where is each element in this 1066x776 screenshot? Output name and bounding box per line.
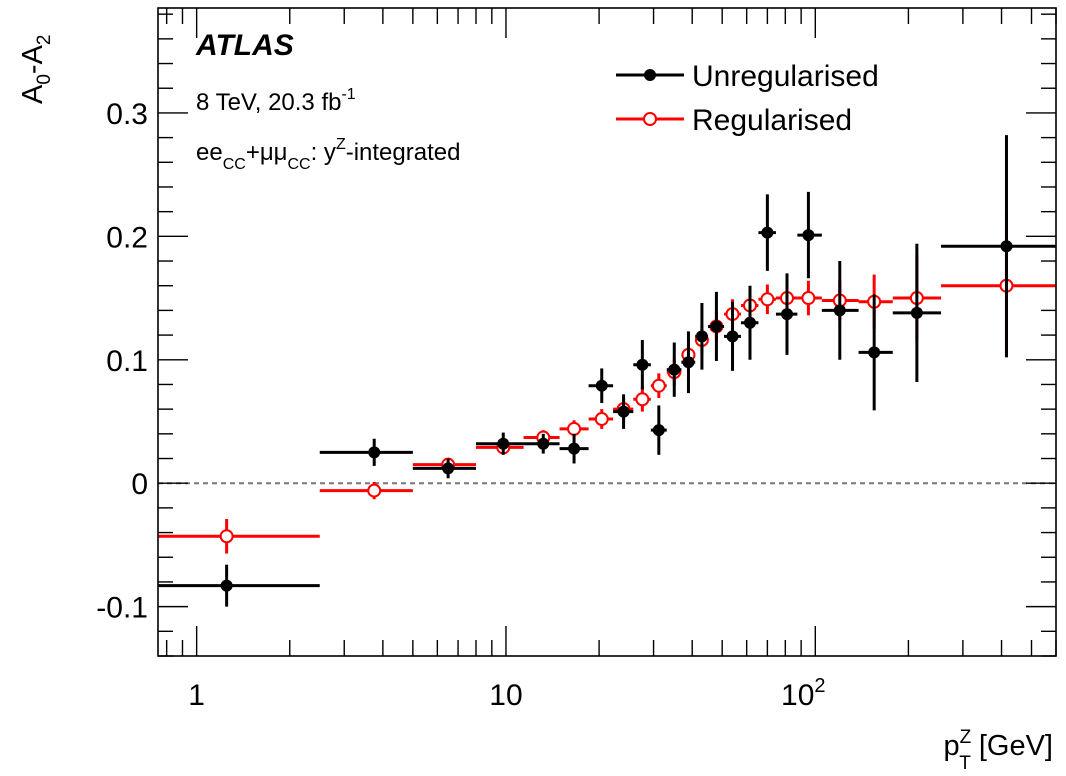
data-point-unregularised (695, 330, 708, 343)
data-point-unregularised (636, 358, 649, 371)
legend-label-unregularised: Unregularised (692, 60, 879, 93)
x-tick-label-exponent: 2 (814, 675, 825, 697)
legend-entry-regularised: Regularised (616, 104, 852, 137)
data-point-regularised (801, 291, 816, 306)
data-point-unregularised (802, 229, 815, 242)
data-point-unregularised (595, 379, 608, 392)
legend-marker-unregularised (644, 69, 656, 81)
data-point-regularised (594, 412, 609, 427)
data-point-regularised (635, 392, 650, 407)
data-point-regularised (651, 378, 666, 393)
x-tick-label: 102 (781, 675, 826, 712)
data-point-unregularised (568, 442, 581, 455)
data-point-unregularised (710, 320, 723, 333)
channel-label: eeCC+μμCC: yZ-integrated (196, 136, 460, 173)
data-point-unregularised (442, 462, 455, 475)
legend-label-regularised: Regularised (692, 104, 852, 137)
lumi-exponent: -1 (341, 86, 355, 103)
y-tick-label: 0.1 (106, 345, 148, 378)
y-axis-title: A0-A2 (17, 35, 55, 105)
data-point-unregularised (368, 446, 381, 459)
data-point-unregularised (1000, 240, 1013, 253)
data-point-unregularised (833, 304, 846, 317)
x-axis-title: pZ T[GeV] (943, 727, 1053, 774)
data-point-unregularised (652, 424, 665, 437)
energy-text: 8 TeV, 20.3 fb (196, 89, 341, 116)
data-point-regularised (219, 529, 234, 544)
data-point-unregularised (682, 356, 695, 369)
data-point-unregularised (497, 437, 510, 450)
y-tick-label: -0.1 (96, 592, 148, 625)
data-point-regularised (367, 483, 382, 498)
y-tick-label: 0 (131, 468, 148, 501)
data-point-unregularised (780, 308, 793, 321)
data-point-regularised (760, 292, 775, 307)
data-point-unregularised (761, 226, 774, 239)
energy-lumi-label: 8 TeV, 20.3 fb-1 (196, 86, 356, 116)
data-point-unregularised (668, 363, 681, 376)
data-point-unregularised (726, 330, 739, 343)
plot-frame (157, 7, 1057, 657)
data-point-unregularised (537, 437, 550, 450)
legend: Unregularised Regularised (616, 60, 879, 137)
experiment-label: ATLAS (195, 29, 294, 62)
data-point-unregularised (910, 306, 923, 319)
data-point-unregularised (220, 579, 233, 592)
data-layer (158, 135, 1056, 607)
x-tick-label: 1 (188, 679, 205, 712)
legend-entry-unregularised: Unregularised (616, 60, 879, 93)
data-point-unregularised (868, 346, 881, 359)
legend-marker-regularised (643, 112, 657, 126)
y-tick-label: 0.2 (106, 221, 148, 254)
y-tick-label: 0.3 (106, 98, 148, 131)
x-tick-label: 10 (489, 679, 522, 712)
data-point-unregularised (617, 405, 630, 418)
data-point-regularised (567, 421, 582, 436)
data-point-unregularised (743, 316, 756, 329)
